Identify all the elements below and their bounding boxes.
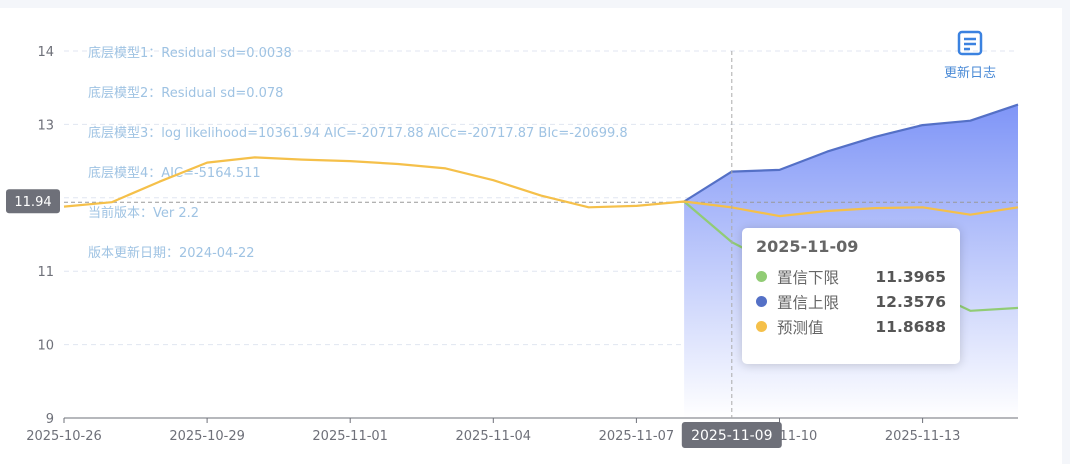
x-tick-label: 2025-11-13 [885, 429, 961, 444]
note-model-1: 底层模型1：Residual sd=0.0038 [88, 45, 292, 61]
tooltip-series-name: 置信上限 [777, 293, 840, 312]
document-icon [957, 30, 983, 56]
y-tick-label: 10 [37, 339, 54, 354]
y-tick-label: 14 [37, 45, 54, 60]
crosshair-label: 2025-11-09 [691, 428, 772, 444]
series-dot-icon [756, 271, 767, 282]
x-tick-label: 2025-10-26 [26, 429, 102, 444]
tooltip-series-value: 11.3965 [875, 267, 946, 286]
tooltip-date: 2025-11-09 [756, 237, 859, 256]
series-line [683, 103, 1019, 203]
note-model-3: 底层模型3：log likelihood=10361.94 AIC=-20717… [88, 125, 628, 141]
series-line [63, 156, 1019, 218]
y-tick-label: 11 [37, 265, 54, 280]
x-tick-label: 2025-11-07 [599, 429, 675, 444]
reference-line-group: 11.94 [6, 189, 1018, 214]
tooltip-row: 置信上限 12.3576 [756, 289, 946, 314]
y-tick-label: 13 [37, 118, 54, 133]
tooltip-row: 置信下限 11.3965 [756, 264, 946, 289]
crosshair: 2025-11-09 [681, 51, 782, 448]
tooltip-row: 预测值 11.8688 [756, 314, 946, 339]
note-version: 当前版本：Ver 2.2 [88, 205, 199, 221]
tooltip-series-name: 预测值 [777, 318, 824, 337]
tooltip-series-value: 12.3576 [875, 292, 946, 311]
note-model-2: 底层模型2：Residual sd=0.078 [88, 85, 283, 101]
reference-label: 11.94 [14, 195, 51, 210]
crosshair-label-box [681, 422, 782, 448]
x-tick-label: 2025-10-29 [169, 429, 245, 444]
model-notes: 底层模型1：Residual sd=0.0038 底层模型2：Residual … [88, 45, 628, 261]
tooltip-series-value: 11.8688 [875, 317, 946, 336]
x-tick-label: 2025-11-01 [312, 429, 388, 444]
reference-label-box [6, 189, 60, 214]
series-dot-icon [756, 296, 767, 307]
y-tick-label: 9 [46, 412, 54, 427]
note-model-4: 底层模型4：AIC=-5164.511 [88, 165, 261, 181]
tooltip: 2025-11-09 置信下限 11.3965 置信上限 12.3576 预测值… [742, 228, 960, 364]
series-dot-icon [756, 321, 767, 332]
x-tick-label: 2025-11-04 [456, 429, 532, 444]
changelog-label: 更新日志 [943, 66, 996, 81]
changelog-button[interactable]: 更新日志 [936, 30, 1004, 81]
note-update-date: 版本更新日期：2024-04-22 [88, 245, 255, 261]
tooltip-series-name: 置信下限 [777, 268, 840, 287]
